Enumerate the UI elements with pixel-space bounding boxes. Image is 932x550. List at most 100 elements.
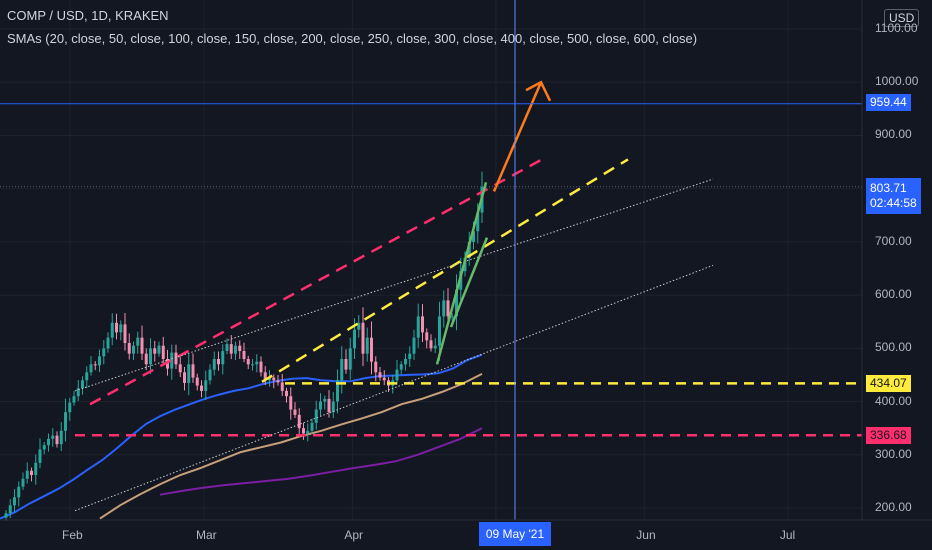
candle-body bbox=[21, 478, 25, 487]
candle-body bbox=[285, 390, 288, 397]
projection-arrow-line bbox=[492, 81, 543, 192]
candle-body bbox=[178, 364, 182, 373]
candle-body bbox=[327, 398, 331, 413]
candle-body bbox=[4, 513, 8, 518]
candle-body bbox=[191, 364, 195, 378]
candle-body bbox=[382, 377, 386, 381]
y-tick-label: 1000.00 bbox=[875, 74, 919, 89]
candle-body bbox=[204, 380, 208, 391]
candle-body bbox=[102, 348, 106, 357]
candle-body bbox=[93, 364, 97, 366]
candle-body bbox=[161, 345, 165, 359]
candle-body bbox=[144, 353, 148, 365]
y-tick-label: 200.00 bbox=[875, 500, 912, 514]
candle-body bbox=[302, 428, 305, 434]
candle-body bbox=[246, 358, 250, 365]
candle-body bbox=[59, 430, 63, 445]
candle-body bbox=[68, 402, 72, 413]
candle-body bbox=[242, 350, 246, 359]
candle-body bbox=[348, 348, 352, 370]
candle-body bbox=[446, 300, 450, 317]
candle-body bbox=[200, 385, 203, 391]
candle-body bbox=[225, 344, 229, 351]
x-tick-label: Jun bbox=[636, 528, 656, 542]
candle-body bbox=[55, 435, 59, 445]
candle-body bbox=[106, 337, 110, 349]
candle-body bbox=[378, 372, 382, 378]
moving-averages bbox=[0, 353, 483, 520]
candle-body bbox=[272, 377, 276, 381]
candle-body bbox=[30, 470, 33, 476]
crosshair bbox=[0, 0, 862, 520]
candle-body bbox=[297, 414, 301, 429]
candle-body bbox=[221, 350, 225, 365]
candle-body bbox=[293, 409, 297, 415]
x-tick-label: Jul bbox=[779, 528, 796, 542]
trendline-dotted-upper bbox=[74, 178, 714, 392]
candle-body bbox=[149, 348, 152, 365]
candle-body bbox=[404, 358, 407, 365]
candle-body bbox=[17, 486, 21, 498]
channel-green-right bbox=[449, 237, 489, 328]
candle-body bbox=[212, 358, 216, 370]
candle-body bbox=[442, 300, 446, 317]
candle-body bbox=[289, 396, 293, 410]
candle-body bbox=[331, 401, 335, 413]
candle-body bbox=[64, 412, 67, 431]
candle-body bbox=[429, 340, 433, 349]
candle-body bbox=[34, 462, 38, 476]
candle-body bbox=[395, 369, 399, 381]
candle-body bbox=[306, 430, 310, 434]
candle-body bbox=[353, 329, 356, 349]
candle-body bbox=[170, 352, 174, 369]
sma-line-short bbox=[0, 353, 483, 520]
candle-body bbox=[340, 358, 344, 381]
indicator-legend[interactable]: SMAs (20, close, 50, close, 100, close, … bbox=[7, 31, 698, 46]
candle-body bbox=[8, 505, 12, 514]
candle-body bbox=[229, 344, 233, 354]
trend-drawings bbox=[74, 80, 862, 512]
currency-button[interactable]: USD bbox=[884, 9, 920, 27]
level-label-red: 336.68 bbox=[866, 427, 911, 445]
candle-body bbox=[76, 388, 80, 397]
candle-body bbox=[438, 316, 441, 346]
candle-body bbox=[399, 364, 403, 370]
candle-body bbox=[408, 353, 412, 359]
candle-body bbox=[365, 337, 369, 354]
chart-title: COMP / USD, 1D, KRAKEN bbox=[7, 8, 169, 23]
candle-body bbox=[344, 358, 348, 370]
y-tick-label: 700.00 bbox=[875, 233, 912, 248]
candle-body bbox=[433, 345, 437, 349]
candle-body bbox=[412, 337, 416, 354]
candle-body bbox=[259, 361, 263, 373]
candle-body bbox=[123, 324, 127, 344]
candle-body bbox=[421, 316, 424, 333]
candle-body bbox=[25, 470, 29, 479]
channel-green-left bbox=[435, 181, 488, 365]
countdown-timer: 02:44:58 bbox=[870, 196, 917, 210]
candle-body bbox=[110, 322, 114, 338]
candle-body bbox=[455, 289, 458, 317]
trendline-dotted-lower bbox=[74, 264, 714, 512]
candle-body bbox=[42, 445, 46, 450]
trendline-red bbox=[89, 155, 548, 406]
candle-body bbox=[85, 372, 89, 381]
candle-body bbox=[140, 337, 144, 354]
candle-body bbox=[238, 345, 242, 351]
sma-line-mid bbox=[99, 373, 483, 520]
candles bbox=[4, 171, 484, 521]
candle-body bbox=[13, 497, 16, 506]
candle-body bbox=[195, 377, 199, 386]
candle-body bbox=[425, 332, 429, 341]
candle-body bbox=[416, 316, 420, 338]
candle-body bbox=[314, 409, 318, 423]
candle-body bbox=[268, 377, 271, 381]
candle-body bbox=[183, 372, 186, 383]
x-tick-label: Apr bbox=[344, 528, 364, 542]
candle-body bbox=[89, 364, 93, 373]
candle-body bbox=[472, 231, 475, 242]
candle-body bbox=[263, 372, 267, 381]
y-tick-label: 300.00 bbox=[875, 446, 912, 461]
candle-body bbox=[476, 212, 480, 232]
